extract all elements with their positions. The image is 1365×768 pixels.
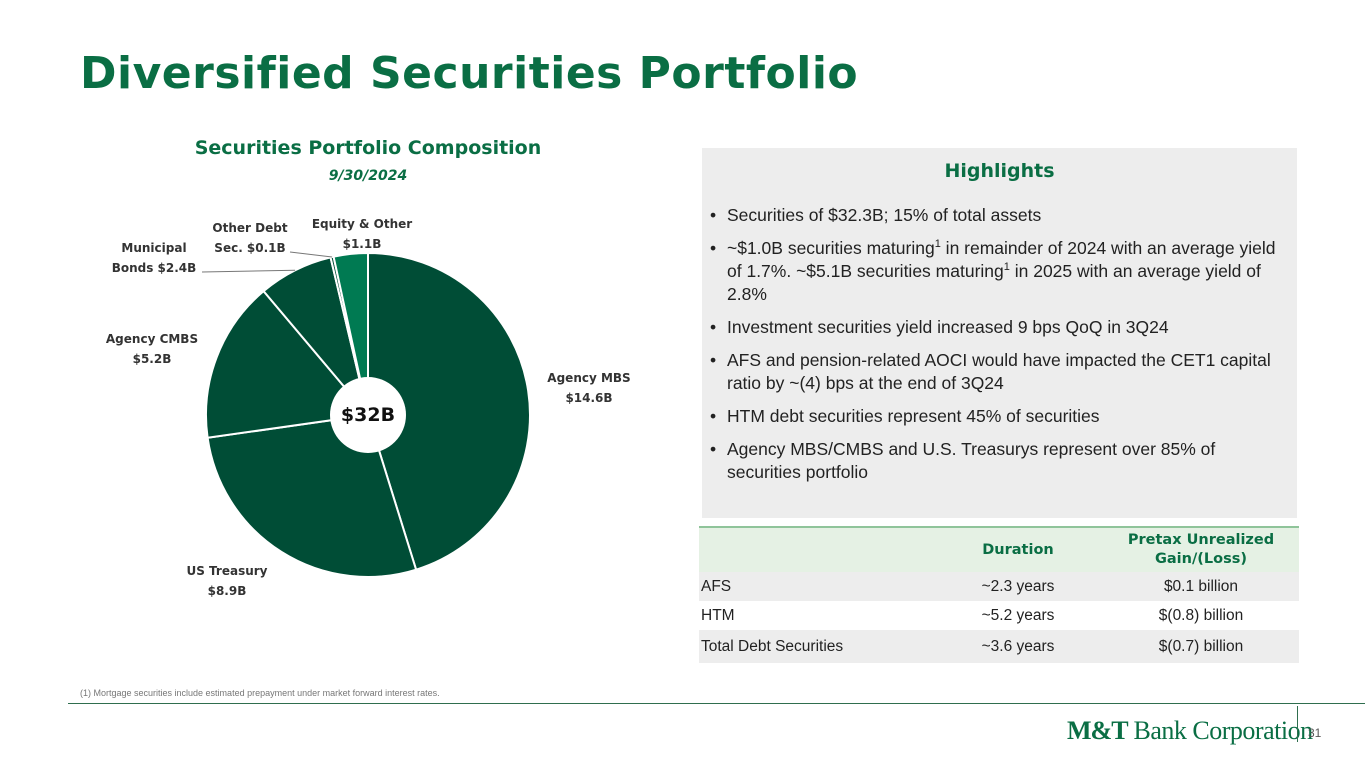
- highlight-item: Securities of $32.3B; 15% of total asset…: [710, 204, 1287, 227]
- table-cell: ~2.3 years: [933, 572, 1103, 601]
- leader-line: [289, 251, 333, 258]
- highlights-list: Securities of $32.3B; 15% of total asset…: [702, 204, 1297, 484]
- pie-label: Municipal Bonds $2.4B: [112, 241, 197, 275]
- footnote-ref: 1: [934, 238, 941, 251]
- table-row: AFS ~2.3 years $0.1 billion: [699, 572, 1299, 601]
- table-row: HTM ~5.2 years $(0.8) billion: [699, 601, 1299, 630]
- highlight-item: Agency MBS/CMBS and U.S. Treasurys repre…: [710, 438, 1287, 484]
- duration-table: Duration Pretax Unrealized Gain/(Loss) A…: [699, 526, 1299, 663]
- table-cell: $(0.7) billion: [1103, 630, 1299, 663]
- pie-slice-equity-other: [332, 251, 369, 416]
- table-header-pretax: Pretax Unrealized Gain/(Loss): [1103, 526, 1299, 572]
- highlights-panel: Highlights Securities of $32.3B; 15% of …: [702, 148, 1297, 518]
- table-cell: Total Debt Securities: [699, 630, 933, 663]
- table-cell: $(0.8) billion: [1158, 606, 1244, 624]
- footer-divider: [68, 703, 1365, 704]
- page-title: Diversified Securities Portfolio: [80, 48, 859, 99]
- highlight-item: Investment securities yield increased 9 …: [710, 316, 1287, 339]
- table-cell: AFS: [699, 572, 933, 601]
- chart-center-label: $32B: [341, 404, 395, 426]
- table-header: [699, 526, 933, 572]
- portfolio-donut-chart: $32B Agency MBS $14.6B US Treasury $8.9B Age…: [106, 217, 631, 598]
- page-number: 31: [1308, 726, 1322, 740]
- pie-label: Agency MBS $14.6B: [547, 371, 630, 405]
- table-cell: ~3.6 years: [933, 630, 1103, 663]
- chart-title: Securities Portfolio Composition: [194, 137, 542, 159]
- highlights-title: Highlights: [944, 160, 1055, 182]
- highlight-item: ~$1.0B securities maturing1 in remainder…: [710, 237, 1287, 306]
- table-cell: HTM: [701, 606, 735, 624]
- table-header-row: Duration Pretax Unrealized Gain/(Loss): [699, 526, 1299, 572]
- logo-divider: [1297, 706, 1298, 742]
- pie-slice-agency-mbs: [367, 251, 531, 571]
- highlight-item: HTM debt securities represent 45% of sec…: [710, 405, 1287, 428]
- leader-line: [201, 269, 296, 273]
- chart-subtitle: 9/30/2024: [328, 168, 408, 184]
- table-row: Total Debt Securities ~3.6 years $(0.7) …: [699, 630, 1299, 663]
- pie-label: Equity & Other $1.1B: [312, 217, 412, 251]
- footnote-ref: 1: [1003, 261, 1010, 274]
- mt-bank-logo: M&T Bank Corporation: [1067, 716, 1313, 745]
- pie-slice-agency-cmbs: [205, 289, 370, 439]
- table-cell: $0.1 billion: [1103, 572, 1299, 601]
- pie-slice-us-treasury: [206, 413, 418, 578]
- table-header-duration: Duration: [933, 526, 1103, 572]
- footnote: (1) Mortgage securities include estimate…: [80, 688, 440, 698]
- pie-label: Other Debt Sec. $0.1B: [212, 221, 287, 255]
- highlight-item: AFS and pension-related AOCI would have …: [710, 349, 1287, 395]
- pie-label: Agency CMBS $5.2B: [106, 332, 198, 366]
- pie-label: US Treasury $8.9B: [186, 564, 267, 598]
- table-cell: ~5.2 years: [981, 606, 1055, 624]
